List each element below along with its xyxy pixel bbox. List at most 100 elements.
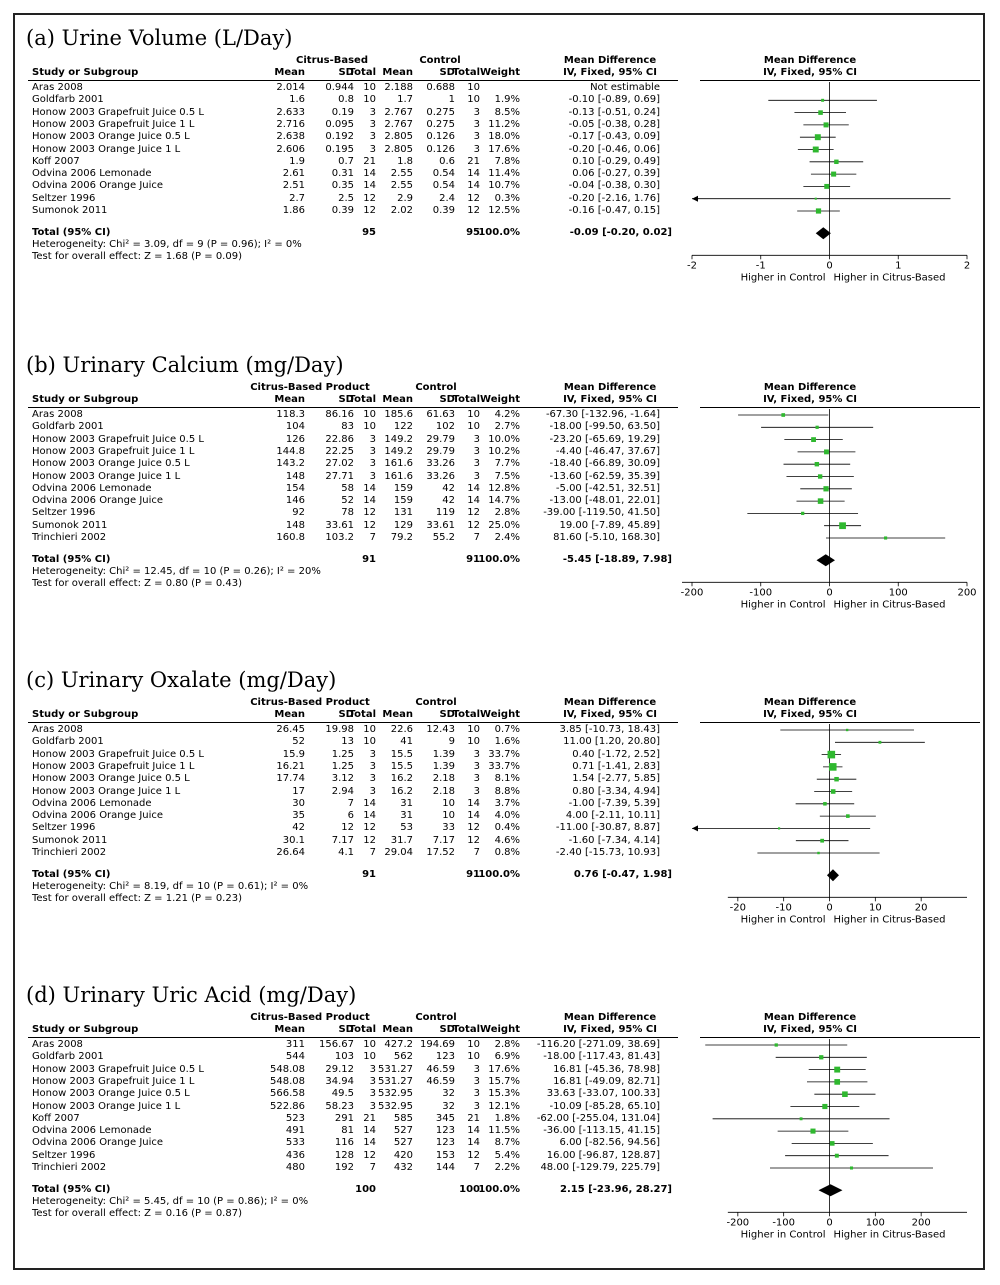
cell-m1: 16.21 — [276, 760, 305, 772]
column-header: Total — [452, 394, 480, 405]
cell-ci-text: 16.00 [-96.87, 128.87] — [546, 1149, 660, 1161]
cell-sd1: 0.31 — [331, 168, 354, 180]
cell-m2: 2.9 — [397, 192, 413, 204]
cell-weight: 4.6% — [494, 834, 520, 846]
cell-weight: 2.4% — [494, 532, 520, 543]
cell-n2: 3 — [473, 1075, 480, 1087]
study-marker — [774, 1043, 778, 1047]
cell-sd1: 103 — [334, 1051, 354, 1063]
cell-n2: 12 — [467, 822, 480, 834]
cell-weight: 8.8% — [494, 785, 520, 797]
cell-m1: 118.3 — [276, 409, 305, 420]
cell-ci-text: -62.00 [-255.04, 131.04] — [536, 1112, 660, 1124]
cell-m1: 143.2 — [276, 458, 305, 470]
cell-m1: 1.86 — [282, 205, 305, 216]
cell-sd1: 78 — [341, 507, 354, 519]
pooled-diamond — [826, 869, 839, 882]
heterogeneity-text: Heterogeneity: Chi² = 3.09, df = 9 (P = … — [32, 239, 302, 251]
total-label: Total (95% CI) — [32, 554, 111, 566]
rule-line — [700, 722, 980, 723]
cell-n2: 3 — [473, 1088, 480, 1100]
cell-n1: 14 — [363, 810, 376, 822]
cell-n1: 12 — [363, 507, 376, 519]
total-weight: 100.0% — [478, 1184, 520, 1196]
cell-sd2: 33 — [442, 822, 455, 834]
cell-m1: 436 — [285, 1149, 305, 1161]
cell-sd1: 49.5 — [331, 1088, 354, 1100]
cell-study: Goldfarb 2001 — [32, 736, 104, 748]
cell-weight: 1.6% — [494, 736, 520, 748]
cell-m1: 26.64 — [276, 847, 305, 858]
cell-weight: 2.7% — [494, 421, 520, 433]
study-marker — [842, 1091, 848, 1098]
cell-sd2: 2.4 — [439, 192, 455, 204]
cell-n1: 10 — [363, 94, 376, 106]
cell-n1: 14 — [363, 1137, 376, 1149]
cell-sd2: 1.39 — [432, 748, 455, 760]
cell-m2: 2.805 — [384, 143, 413, 155]
column-header: Mean — [382, 709, 413, 720]
plot-header: Mean Difference — [763, 1012, 857, 1023]
cell-n2: 3 — [473, 773, 480, 785]
cell-sd2: 10 — [442, 810, 455, 822]
favours-left-label: Higher in Control — [741, 599, 826, 610]
cell-sd1: 0.19 — [331, 106, 354, 118]
cell-m2: 2.188 — [384, 82, 413, 93]
column-header: SD — [439, 394, 455, 405]
cell-study: Honow 2003 Grapefruit Juice 1 L — [32, 445, 195, 457]
cell-m1: 17 — [292, 785, 305, 797]
cell-study: Honow 2003 Orange Juice 1 L — [32, 143, 181, 155]
cell-weight: 10.0% — [488, 433, 520, 445]
cell-weight: 11.4% — [488, 168, 520, 180]
total-label: Total (95% CI) — [32, 227, 111, 239]
cell-n1: 12 — [363, 822, 376, 834]
cell-sd1: 156.67 — [319, 1039, 354, 1050]
cell-ci-text: -0.05 [-0.38, 0.28] — [568, 118, 660, 130]
cell-n1: 3 — [369, 1075, 376, 1087]
forest-plot: -20 -10 0 10 20 Higher in Control Higher in Ci… — [692, 724, 967, 925]
cell-weight: 12.5% — [488, 205, 520, 216]
cell-m2: 161.6 — [384, 458, 413, 470]
cell-m2: 159 — [393, 482, 413, 494]
cell-sd2: 0.54 — [432, 180, 455, 192]
cell-study: Honow 2003 Grapefruit Juice 1 L — [32, 760, 195, 772]
cell-n2: 21 — [467, 1112, 480, 1124]
cell-weight: 2.8% — [494, 507, 520, 519]
cell-m2: 185.6 — [384, 409, 413, 420]
cell-sd2: 42 — [442, 495, 455, 507]
cell-weight: 2.8% — [494, 1039, 520, 1050]
panel-title: (d) Urinary Uric Acid (mg/Day) — [26, 983, 357, 1007]
cell-study: Aras 2008 — [32, 724, 83, 735]
favours-right-label: Higher in Citrus-Based — [834, 272, 946, 283]
cell-sd1: 0.944 — [325, 82, 354, 93]
heterogeneity-text: Heterogeneity: Chi² = 5.45, df = 10 (P =… — [32, 1196, 309, 1208]
x-tick-label: 20 — [915, 902, 928, 913]
cell-n1: 10 — [363, 1051, 376, 1063]
cell-weight: 8.7% — [494, 1137, 520, 1149]
cell-weight: 0.3% — [494, 192, 520, 204]
cell-sd1: 12 — [341, 822, 354, 834]
cell-n2: 3 — [473, 433, 480, 445]
cell-weight: 0.4% — [494, 822, 520, 834]
favours-left-label: Higher in Control — [741, 272, 826, 283]
study-marker — [814, 134, 821, 141]
cell-n2: 14 — [467, 810, 480, 822]
cell-n1: 14 — [363, 180, 376, 192]
group-header-control: Control — [415, 1012, 457, 1023]
cell-study: Sumonok 2011 — [32, 834, 108, 846]
cell-sd2: 33.61 — [426, 519, 455, 531]
cell-sd2: 1 — [448, 94, 455, 106]
cell-sd1: 22.25 — [325, 445, 354, 457]
cell-sd1: 1.25 — [331, 748, 354, 760]
column-header: Mean — [382, 1024, 413, 1035]
cell-n1: 3 — [369, 1088, 376, 1100]
cell-sd1: 3.12 — [331, 773, 354, 785]
cell-m2: 562 — [393, 1051, 413, 1063]
cell-weight: 7.5% — [494, 470, 520, 482]
x-tick-label: -2 — [687, 260, 697, 271]
cell-weight: 17.6% — [488, 143, 520, 155]
group-header-control: Control — [419, 55, 461, 66]
cell-m1: 30 — [292, 797, 305, 809]
cell-m1: 52 — [292, 736, 305, 748]
rule-line — [28, 407, 678, 408]
